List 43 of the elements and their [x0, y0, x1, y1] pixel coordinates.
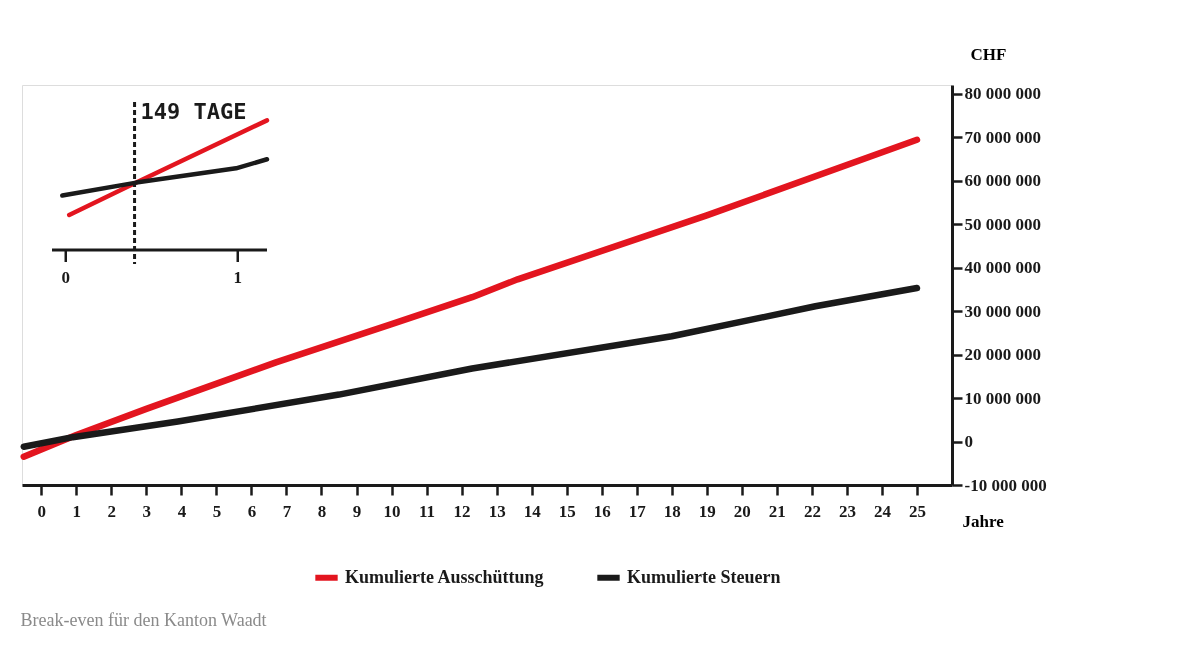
x-tick-label: 3 [142, 501, 152, 521]
x-tick-label: 21 [768, 501, 786, 521]
y-axis-title: CHF [970, 44, 1007, 64]
y-tick-label: 40 000 000 [964, 258, 1041, 278]
x-tick-label: 7 [282, 501, 292, 521]
x-tick-label: 25 [908, 501, 926, 521]
x-tick-label: 1 [233, 268, 243, 287]
y-tick-label: 10 000 000 [964, 388, 1041, 408]
x-tick-label: 23 [838, 501, 856, 521]
x-tick-label: 20 [733, 501, 751, 521]
x-tick-label: 12 [453, 501, 471, 521]
ref-line-label: 149 TAGE [140, 99, 247, 124]
x-tick-label: 10 [383, 501, 401, 521]
x-tick-label: 9 [352, 501, 362, 521]
x-tick-label: 8 [317, 501, 327, 521]
x-tick-label: 22 [803, 501, 821, 521]
x-tick-label: 16 [593, 501, 611, 521]
x-tick-label: 14 [523, 501, 542, 521]
x-tick-label: 6 [247, 501, 257, 521]
x-tick-label: 15 [558, 501, 576, 521]
x-tick-label: 11 [419, 501, 436, 521]
y-tick-label: -10 000 000 [964, 475, 1047, 495]
x-tick-label: 17 [628, 501, 647, 521]
y-tick-label: 20 000 000 [964, 345, 1041, 365]
x-tick-label: 5 [212, 501, 222, 521]
x-tick-label: 18 [663, 501, 681, 521]
x-tick-label: 4 [177, 501, 187, 521]
x-tick-label: 0 [37, 501, 47, 521]
x-tick-label: 2 [107, 501, 117, 521]
x-axis-title: Jahre [962, 511, 1005, 531]
y-tick-label: 80 000 000 [964, 84, 1041, 104]
y-tick-label: 50 000 000 [964, 214, 1041, 234]
text: Break-even für den Kanton Waadt [20, 610, 267, 630]
legend-label: Kumulierte Ausschüttung [345, 566, 544, 587]
y-tick-label: 60 000 000 [964, 171, 1041, 191]
y-tick-label: 30 000 000 [964, 301, 1041, 321]
y-tick-label: 0 [964, 432, 973, 452]
legend-label: Kumulierte Steuern [627, 566, 781, 587]
y-tick-label: 70 000 000 [964, 127, 1041, 147]
x-tick-label: 19 [698, 501, 716, 521]
x-tick-label: 1 [72, 501, 82, 521]
x-tick-label: 13 [488, 501, 506, 521]
x-tick-label: 24 [873, 501, 892, 521]
